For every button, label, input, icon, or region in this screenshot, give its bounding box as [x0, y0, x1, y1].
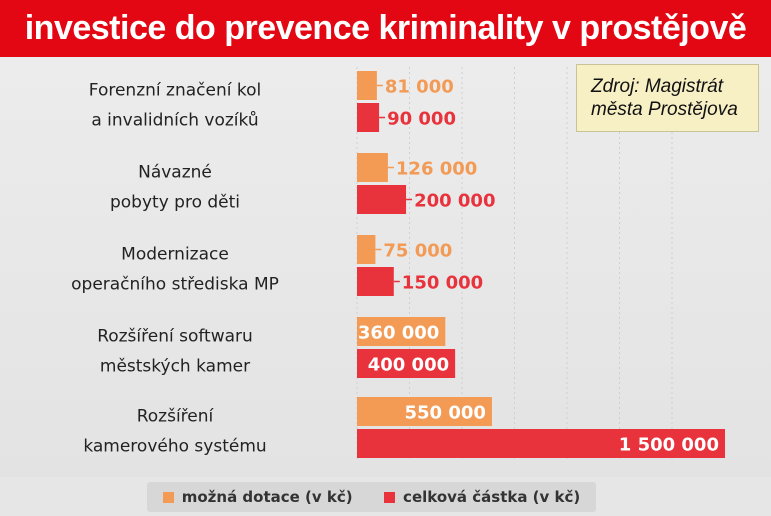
- bar-celkova: [357, 349, 456, 378]
- value-label-dotace: 81 000: [385, 77, 454, 98]
- bar-celkova: [357, 267, 394, 296]
- category-label: a invalidních vozíků: [91, 111, 258, 131]
- source-note: Zdroj: Magistrát města Prostějova: [576, 64, 759, 132]
- value-label-dotace: 360 000: [358, 323, 439, 344]
- category-label: kamerového systému: [83, 437, 266, 457]
- value-label-dotace: 75 000: [383, 241, 452, 262]
- value-label-dotace: 550 000: [405, 403, 486, 424]
- value-label-celkova: 90 000: [387, 109, 456, 130]
- bar-dotace: [357, 397, 492, 426]
- source-line-2: města Prostějova: [591, 99, 738, 120]
- bar-dotace: [357, 317, 446, 346]
- category-label: operačního střediska MP: [71, 275, 279, 295]
- bar-celkova: [357, 103, 380, 132]
- category-label: Modernizace: [121, 245, 229, 265]
- value-label-dotace: 126 000: [396, 159, 477, 180]
- bar-dotace: [357, 235, 376, 264]
- category-label: pobyty pro děti: [110, 193, 240, 213]
- category-label: městských kamer: [100, 357, 250, 377]
- category-label: Návazné: [138, 163, 212, 183]
- chart-title: investice do prevence kriminality v pros…: [24, 9, 747, 47]
- title-bar: investice do prevence kriminality v pros…: [0, 0, 771, 57]
- legend-swatch-dotace: [162, 491, 174, 503]
- source-line-1: Zdroj: Magistrát: [591, 76, 723, 97]
- bar-dotace: [357, 71, 377, 100]
- value-label-celkova: 400 000: [368, 355, 449, 376]
- legend-item-celkova: celková částka (v kč): [384, 488, 580, 506]
- legend-label-celkova: celková částka (v kč): [403, 488, 581, 506]
- category-label: Rozšíření softwaru: [97, 327, 253, 347]
- legend-label-dotace: možná dotace (v kč): [181, 488, 353, 506]
- legend-swatch-celkova: [384, 491, 396, 503]
- value-label-celkova: 1 500 000: [619, 435, 719, 456]
- bar-celkova: [357, 185, 407, 214]
- category-label: Rozšíření: [137, 407, 215, 427]
- category-label: Forenzní značení kol: [89, 81, 261, 101]
- bar-chart: Forenzní značení kol a invalidních vozíků…: [71, 67, 725, 462]
- bar-dotace: [357, 153, 388, 182]
- legend-item-dotace: možná dotace (v kč): [162, 488, 353, 506]
- value-label-celkova: 150 000: [402, 273, 483, 294]
- value-label-celkova: 200 000: [414, 191, 495, 212]
- legend: možná dotace (v kč) celková částka (v kč…: [147, 482, 596, 512]
- bar-celkova: [357, 429, 725, 458]
